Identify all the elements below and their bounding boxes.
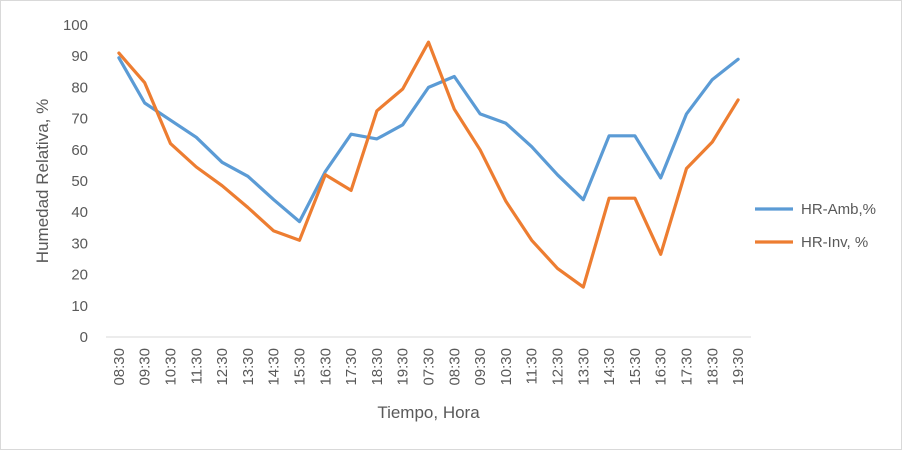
y-tick-label: 60 xyxy=(71,142,88,159)
y-tick-label: 70 xyxy=(71,111,88,128)
series-lines xyxy=(117,40,740,289)
x-tick-label: 19:30 xyxy=(730,348,747,386)
x-tick-label: 11:30 xyxy=(188,348,205,384)
y-tick-label: 80 xyxy=(71,79,88,96)
x-tick-label: 12:30 xyxy=(550,348,567,386)
x-tick-label: 18:30 xyxy=(704,348,721,386)
legend-label: HR-Inv, % xyxy=(801,234,868,251)
y-tick-label: 50 xyxy=(71,173,88,190)
y-tick-label: 10 xyxy=(71,298,88,315)
x-tick-label: 13:30 xyxy=(240,348,257,386)
x-tick-label: 10:30 xyxy=(163,348,180,386)
x-tick-label: 12:30 xyxy=(214,348,231,386)
y-axis-ticks: 0 10 20 30 40 50 60 70 80 90 100 xyxy=(63,17,88,346)
y-tick-label: 0 xyxy=(80,329,88,346)
x-tick-label: 10:30 xyxy=(498,348,515,386)
x-tick-label: 13:30 xyxy=(575,348,592,386)
x-tick-label: 14:30 xyxy=(266,348,283,386)
x-axis-title: Tiempo, Hora xyxy=(377,403,480,422)
x-tick-label: 09:30 xyxy=(137,348,154,386)
x-tick-label: 09:30 xyxy=(472,348,489,386)
x-tick-label: 08:30 xyxy=(111,348,128,386)
x-tick-label: 16:30 xyxy=(317,348,334,386)
y-tick-label: 30 xyxy=(71,235,88,252)
x-tick-label: 17:30 xyxy=(343,348,360,386)
y-tick-label: 90 xyxy=(71,48,88,65)
x-tick-label: 08:30 xyxy=(446,348,463,386)
x-tick-label: 18:30 xyxy=(369,348,386,386)
legend-label: HR-Amb,% xyxy=(801,201,876,218)
y-axis-title: Humedad Relativa, % xyxy=(33,99,52,263)
x-axis-ticks: 08:30 09:30 10:30 11:30 12:30 13:30 14:30 15:30… xyxy=(111,348,747,386)
x-tick-label: 11:30 xyxy=(524,348,541,384)
x-tick-label: 15:30 xyxy=(292,348,309,386)
x-tick-label: 19:30 xyxy=(395,348,412,386)
y-tick-label: 100 xyxy=(63,17,88,34)
x-tick-label: 07:30 xyxy=(421,348,438,386)
y-tick-label: 20 xyxy=(71,267,88,284)
x-tick-label: 16:30 xyxy=(653,348,670,386)
series-line-2 xyxy=(117,40,740,289)
x-tick-label: 17:30 xyxy=(679,348,696,386)
x-tick-label: 15:30 xyxy=(627,348,644,386)
y-tick-label: 40 xyxy=(71,204,88,221)
series-line-1 xyxy=(117,56,740,224)
legend: HR-Amb,% HR-Inv, % xyxy=(755,201,876,251)
x-tick-label: 14:30 xyxy=(601,348,618,386)
